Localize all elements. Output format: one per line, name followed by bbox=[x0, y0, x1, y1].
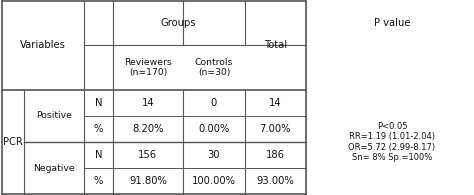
Text: 0: 0 bbox=[211, 98, 217, 108]
Text: Groups: Groups bbox=[161, 18, 196, 28]
Text: 7.00%: 7.00% bbox=[259, 124, 291, 134]
Text: Reviewers
(n=170): Reviewers (n=170) bbox=[124, 58, 172, 77]
Text: 30: 30 bbox=[208, 150, 220, 160]
Text: %: % bbox=[94, 176, 103, 186]
Text: Negative: Negative bbox=[34, 164, 75, 173]
Text: 186: 186 bbox=[266, 150, 285, 160]
Text: 93.00%: 93.00% bbox=[256, 176, 294, 186]
Text: N: N bbox=[95, 98, 102, 108]
Text: 0.00%: 0.00% bbox=[198, 124, 229, 134]
Text: Total: Total bbox=[264, 40, 287, 50]
Text: 14: 14 bbox=[142, 98, 154, 108]
Text: 156: 156 bbox=[138, 150, 157, 160]
Text: 8.20%: 8.20% bbox=[132, 124, 164, 134]
Text: P<0.05
RR=1.19 (1.01-2.04)
OR=5.72 (2.99-8.17)
Sn= 8% Sp.=100%: P<0.05 RR=1.19 (1.01-2.04) OR=5.72 (2.99… bbox=[348, 122, 436, 162]
Text: N: N bbox=[95, 150, 102, 160]
Text: 14: 14 bbox=[269, 98, 282, 108]
Text: 100.00%: 100.00% bbox=[192, 176, 236, 186]
Text: P value: P value bbox=[374, 18, 410, 28]
Text: Positive: Positive bbox=[36, 111, 72, 120]
Text: PCR: PCR bbox=[3, 137, 23, 147]
Text: Controls
(n=30): Controls (n=30) bbox=[195, 58, 233, 77]
Text: Variables: Variables bbox=[20, 40, 66, 50]
Text: 91.80%: 91.80% bbox=[129, 176, 167, 186]
Text: %: % bbox=[94, 124, 103, 134]
